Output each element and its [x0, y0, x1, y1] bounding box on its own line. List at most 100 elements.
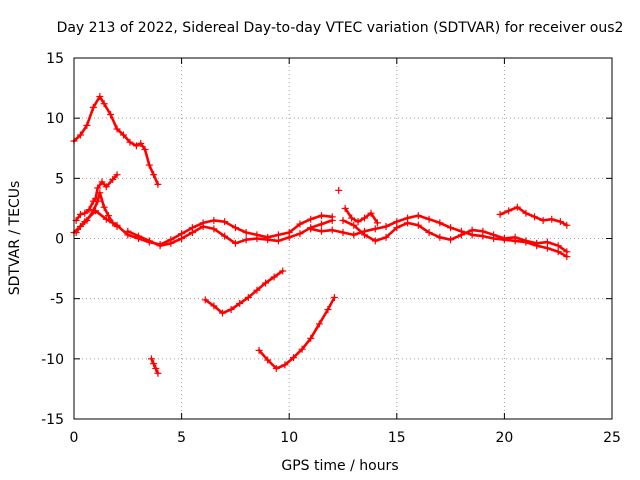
series-early-low-band: [70, 207, 336, 249]
data-point: [242, 236, 250, 244]
data-point: [296, 230, 304, 238]
data-point: [81, 218, 89, 226]
data-point: [137, 139, 145, 147]
data-point: [371, 237, 379, 245]
data-point: [167, 239, 175, 247]
data-point: [264, 356, 272, 364]
data-point: [242, 228, 250, 236]
series-trace: [343, 207, 379, 225]
series-trace: [341, 219, 569, 253]
data-point: [307, 334, 315, 342]
data-point: [505, 207, 513, 215]
data-point: [102, 215, 110, 223]
data-point: [113, 125, 121, 133]
data-point: [285, 233, 293, 241]
data-point: [425, 228, 433, 236]
data-point: [221, 218, 229, 226]
series-minus-6-arc: [201, 267, 287, 317]
data-point: [296, 220, 304, 228]
data-point: [317, 227, 325, 235]
data-point: [330, 293, 338, 301]
data-point: [436, 233, 444, 241]
data-point: [393, 218, 401, 226]
data-point: [533, 239, 541, 247]
data-point: [447, 224, 455, 232]
data-point: [522, 209, 530, 217]
data-point: [218, 309, 226, 317]
data-point: [253, 286, 261, 294]
data-point: [554, 242, 562, 250]
series-trace: [150, 357, 160, 375]
x-tick-label: 20: [495, 430, 513, 446]
grid: [74, 58, 612, 419]
data-point: [156, 242, 164, 250]
data-series: [70, 93, 571, 377]
x-tick-label: 5: [177, 430, 186, 446]
x-tick-label: 15: [388, 430, 406, 446]
data-point: [447, 236, 455, 244]
data-point: [468, 226, 476, 234]
series-minus-10-arc: [255, 293, 338, 372]
data-point: [324, 305, 332, 313]
data-point: [500, 235, 508, 242]
data-point: [382, 233, 390, 241]
axis-ticks: [73, 57, 613, 420]
y-tick-label: 5: [55, 171, 64, 187]
data-point: [145, 161, 153, 169]
data-point: [317, 220, 325, 228]
data-point: [272, 364, 280, 372]
data-point: [274, 231, 282, 239]
data-point: [556, 218, 564, 226]
data-point: [104, 212, 112, 220]
data-point: [107, 111, 115, 119]
data-point: [83, 121, 91, 129]
data-point: [548, 215, 556, 223]
data-point: [199, 222, 207, 230]
data-point: [490, 231, 498, 239]
series-early-minus-10: [147, 355, 162, 377]
data-point: [348, 214, 356, 222]
data-point: [124, 227, 132, 235]
data-point: [227, 305, 235, 313]
data-point: [281, 361, 289, 369]
data-point: [298, 345, 306, 353]
data-point: [414, 212, 422, 220]
data-point: [94, 184, 102, 192]
chart-title: Day 213 of 2022, Sidereal Day-to-day VTE…: [57, 20, 624, 36]
data-point: [279, 267, 287, 275]
data-point: [290, 354, 298, 362]
data-point: [457, 231, 465, 239]
data-point: [307, 215, 315, 223]
y-tick-label: -10: [41, 352, 64, 368]
series-high-arc: [70, 93, 162, 188]
data-point: [350, 231, 358, 239]
data-point: [81, 209, 89, 217]
y-tick-label: -15: [41, 412, 64, 428]
data-point: [361, 214, 369, 222]
data-point: [94, 197, 102, 205]
data-point: [152, 364, 160, 372]
tick-labels: 0 5 10 15 20 25 -15 -10 -5 0 5 10 15: [41, 51, 621, 446]
data-point: [150, 360, 158, 368]
data-point: [145, 237, 153, 245]
data-point: [178, 235, 186, 242]
data-point: [76, 131, 84, 139]
data-point: [231, 224, 239, 232]
data-point: [563, 221, 571, 229]
data-point: [92, 207, 100, 215]
data-point: [141, 145, 149, 153]
x-axis-label: GPS time / hours: [281, 458, 398, 474]
data-point: [335, 186, 343, 194]
data-point: [154, 369, 162, 377]
data-point: [543, 244, 551, 252]
data-point: [76, 210, 84, 218]
data-point: [382, 222, 390, 230]
data-point: [102, 183, 110, 191]
data-point: [361, 231, 369, 239]
data-point: [119, 131, 127, 139]
x-tick-label: 0: [70, 430, 79, 446]
x-tick-label: 10: [280, 430, 298, 446]
data-point: [255, 346, 263, 354]
data-point: [350, 221, 358, 229]
